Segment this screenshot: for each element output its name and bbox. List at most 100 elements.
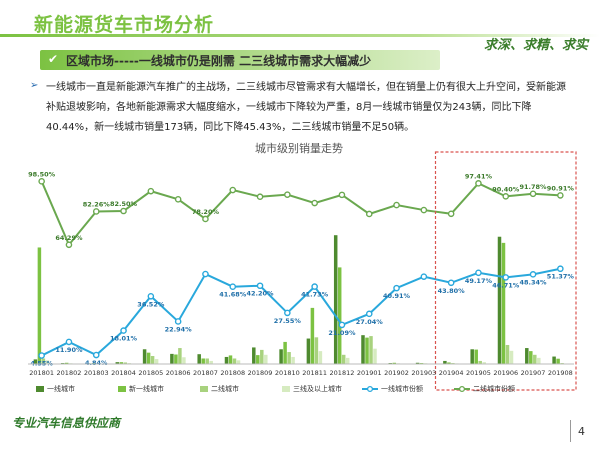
bullet-arrow-icon: ➢ bbox=[30, 80, 39, 91]
share-point-0-201808 bbox=[229, 283, 237, 291]
bar-0-201903 bbox=[415, 362, 420, 364]
share-point-1-201901 bbox=[365, 210, 373, 218]
bar-1-201806 bbox=[174, 354, 178, 364]
x-tick-label: 201904 bbox=[439, 369, 464, 377]
x-tick-label: 201803 bbox=[84, 369, 109, 377]
share-point-1-201905 bbox=[475, 180, 482, 187]
share-point-1-201801 bbox=[38, 178, 45, 185]
legend-label: 一线城市 bbox=[47, 384, 75, 393]
bar-2-201811 bbox=[314, 337, 319, 364]
bar-3-201901 bbox=[373, 348, 377, 364]
bar-2-201906 bbox=[505, 344, 510, 364]
bar-1-201805 bbox=[146, 352, 151, 364]
share-point-0-201903 bbox=[420, 273, 428, 280]
legend-swatch bbox=[200, 386, 208, 392]
bar-0-201805 bbox=[142, 349, 147, 364]
bar-3-201809 bbox=[264, 354, 268, 364]
data-label: 48.34% bbox=[520, 278, 548, 286]
data-label: 4.84% bbox=[85, 359, 108, 367]
bar-2-201905 bbox=[478, 360, 482, 364]
share-point-1-201808 bbox=[229, 186, 237, 194]
bar-1-201906 bbox=[501, 242, 506, 364]
x-tick-label: 201812 bbox=[330, 369, 355, 377]
legend-label: 二线城市份额 bbox=[473, 384, 515, 393]
sales-trend-chart: 城市级别销量走势 4.55%11.90%4.84%18.01%36.52%22.… bbox=[28, 141, 577, 393]
share-point-0-201806 bbox=[174, 318, 182, 325]
legend-swatch bbox=[118, 386, 126, 392]
bar-2-201907 bbox=[533, 354, 537, 364]
bar-1-201810 bbox=[283, 341, 287, 364]
share-point-0-201802 bbox=[65, 338, 73, 346]
x-tick-label: 201902 bbox=[384, 369, 409, 377]
share-point-1-201907 bbox=[529, 190, 537, 198]
bar-3-201812 bbox=[345, 357, 350, 364]
data-label: 82.50% bbox=[110, 200, 138, 208]
x-tick-label: 201802 bbox=[57, 369, 82, 377]
bar-3-201905 bbox=[482, 362, 486, 364]
share-point-0-201904 bbox=[447, 279, 455, 287]
bar-0-201906 bbox=[497, 236, 502, 364]
share-point-1-201903 bbox=[420, 206, 428, 214]
bar-3-201906 bbox=[509, 350, 514, 364]
bar-2-201812 bbox=[341, 354, 346, 364]
data-label: 90.40% bbox=[492, 185, 520, 193]
bar-0-201908 bbox=[552, 356, 556, 364]
bar-1-201808 bbox=[228, 355, 233, 364]
legend-label: 新一线城市 bbox=[129, 384, 164, 393]
x-tick-label: 201810 bbox=[275, 369, 300, 377]
legend-marker bbox=[366, 385, 374, 393]
bar-3-201808 bbox=[236, 360, 241, 364]
bar-0-201807 bbox=[197, 354, 201, 364]
bar-0-201901 bbox=[361, 335, 365, 364]
bar-0-201907 bbox=[525, 348, 529, 364]
data-label: 82.26% bbox=[83, 200, 111, 208]
bar-0-201809 bbox=[252, 347, 256, 364]
bar-0-201904 bbox=[443, 360, 447, 364]
data-label: 41.68% bbox=[219, 291, 247, 299]
body-paragraph: 一线城市一直是新能源汽车推广的主战场，二三线城市尽管需求有大幅增长，但在销量上仍… bbox=[46, 82, 566, 133]
data-label: 43.80% bbox=[438, 287, 466, 295]
highlight-box bbox=[434, 151, 577, 391]
bar-0-201808 bbox=[224, 356, 229, 364]
share-point-1-201805 bbox=[147, 187, 155, 195]
data-label: 51.37% bbox=[547, 273, 575, 281]
data-label: 49.17% bbox=[465, 277, 493, 285]
data-label: 22.94% bbox=[165, 325, 193, 333]
x-tick-label: 201907 bbox=[521, 369, 546, 377]
data-label: 98.50% bbox=[28, 170, 56, 178]
bar-1-201804 bbox=[119, 362, 124, 364]
bar-2-201804 bbox=[123, 362, 128, 364]
share-point-0-201811 bbox=[311, 283, 318, 290]
page-title: 新能源货车市场分析 bbox=[34, 14, 215, 36]
data-label: 91.78% bbox=[520, 183, 548, 191]
bar-1-201904 bbox=[447, 362, 451, 364]
share-point-0-201801 bbox=[38, 352, 45, 359]
share-point-0-201810 bbox=[284, 309, 291, 317]
share-point-0-201906 bbox=[502, 274, 510, 281]
bar-2-201808 bbox=[232, 358, 237, 364]
x-tick-label: 201901 bbox=[357, 369, 382, 377]
share-point-0-201805 bbox=[147, 292, 155, 300]
bar-3-201810 bbox=[291, 356, 295, 364]
x-tick-label: 201908 bbox=[548, 369, 573, 377]
share-point-0-201809 bbox=[256, 282, 264, 290]
x-tick-label: 201903 bbox=[411, 369, 436, 377]
share-point-1-201802 bbox=[65, 241, 73, 249]
bar-2-201806 bbox=[178, 348, 182, 364]
x-tick-label: 201905 bbox=[466, 369, 491, 377]
bar-2-201809 bbox=[260, 349, 264, 364]
bar-0-201812 bbox=[333, 235, 338, 364]
bar-1-201905 bbox=[474, 349, 478, 364]
share-point-0-201907 bbox=[529, 271, 537, 278]
bar-3-201907 bbox=[537, 357, 541, 364]
bar-1-201908 bbox=[556, 358, 560, 364]
footer-text: 专业汽车信息供应商 bbox=[12, 416, 121, 430]
x-tick-label: 201805 bbox=[138, 369, 163, 377]
bar-2-201801 bbox=[41, 358, 46, 364]
x-tick-label: 201807 bbox=[193, 369, 218, 377]
share-point-1-201806 bbox=[174, 196, 182, 203]
share-point-0-201902 bbox=[393, 284, 400, 292]
bar-0-201905 bbox=[470, 349, 474, 364]
data-label: 40.91% bbox=[383, 292, 411, 300]
data-label: 97.41% bbox=[465, 172, 493, 180]
